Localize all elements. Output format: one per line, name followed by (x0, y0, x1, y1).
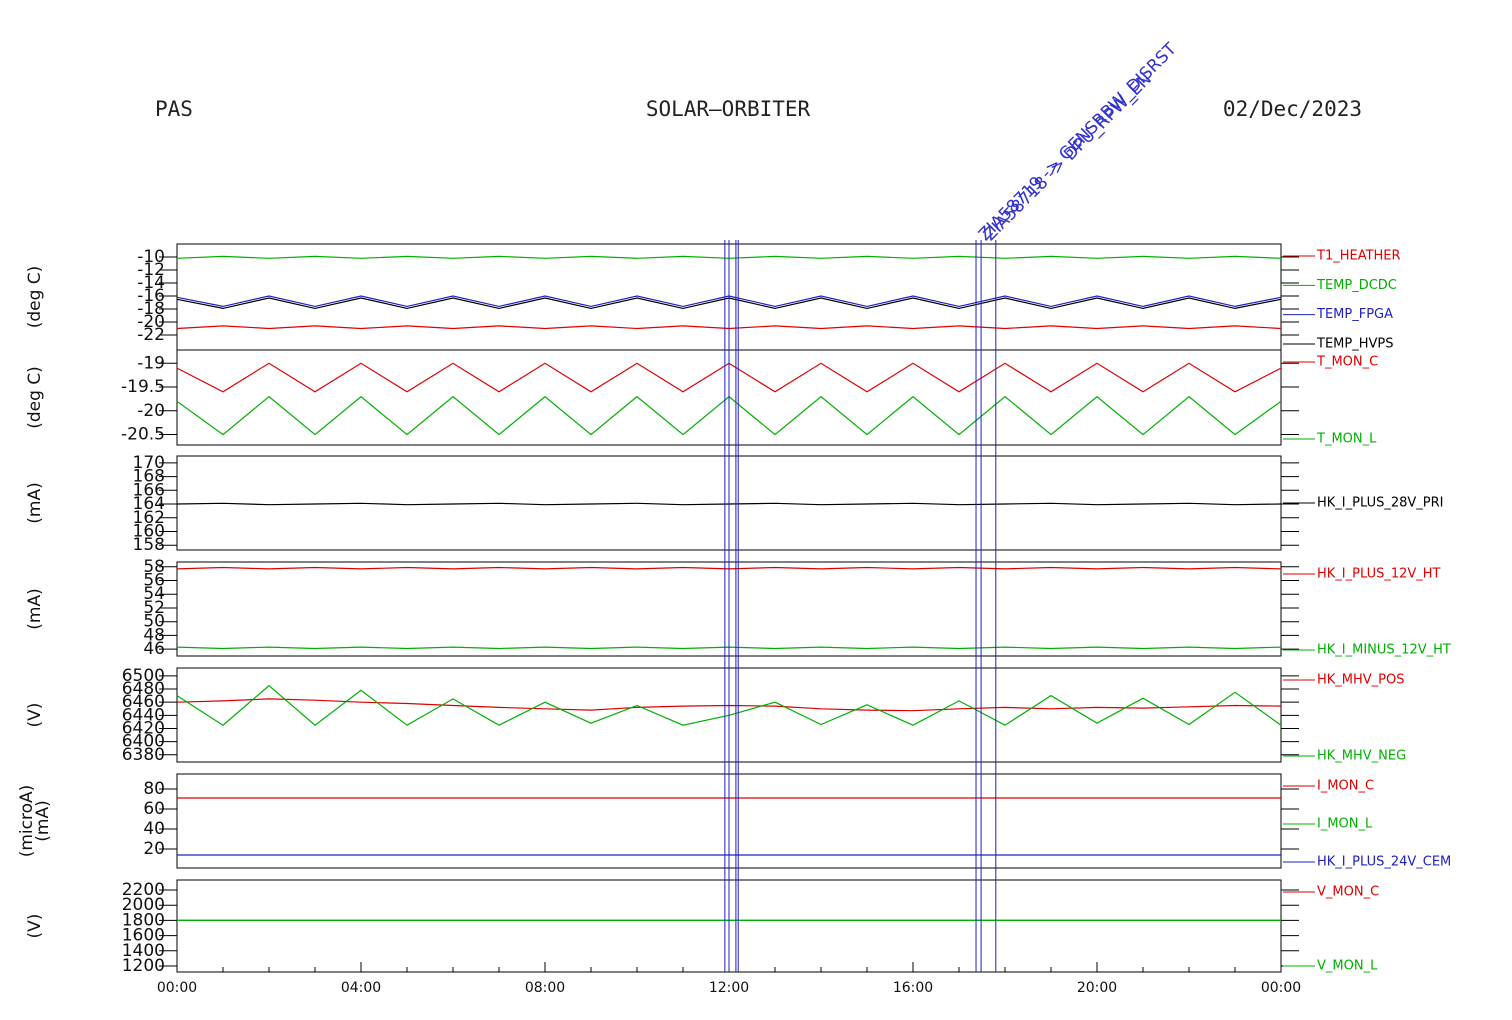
legend-entry: T1_HEATHER (1316, 249, 1401, 264)
y-tick-label: -19.5 (121, 377, 165, 397)
legend-entry: HK_I_PLUS_28V_PRI (1317, 496, 1443, 511)
y-tick-label: 6420 (122, 718, 165, 738)
y-tick-label: 6480 (122, 679, 165, 699)
y-tick-label: -14 (137, 273, 165, 293)
legend-entry: T_MON_L (1316, 432, 1377, 447)
legend-entry: V_MON_L (1317, 959, 1378, 974)
y-axis-label: (V) (25, 703, 45, 728)
y-tick-label: -18 (137, 299, 165, 319)
y-tick-label: -20.5 (121, 425, 165, 445)
y-axis-label: (mA) (25, 588, 45, 629)
y-tick-label: 40 (143, 819, 165, 839)
y-tick-label: -22 (137, 325, 165, 345)
legend-entry: HK_MHV_NEG (1317, 749, 1406, 764)
y-tick-label: 54 (143, 584, 165, 604)
y-tick-label: 168 (133, 467, 165, 487)
y-tick-label: 2000 (122, 895, 165, 915)
x-tick-label: 16:00 (893, 980, 933, 996)
x-tick-label: 20:00 (1077, 980, 1117, 996)
y-tick-label: 6380 (122, 745, 165, 765)
legend-entry: V_MON_C (1317, 885, 1379, 900)
x-tick-label: 00:00 (1261, 980, 1301, 996)
y-tick-label: 158 (133, 535, 165, 555)
y-axis-label: (mA) (25, 482, 45, 523)
y-tick-label: 50 (143, 612, 165, 632)
y-tick-label: 1600 (122, 926, 165, 946)
y-tick-label: -16 (137, 286, 165, 306)
y-tick-label: 80 (143, 779, 165, 799)
x-tick-label: 00:00 (157, 980, 197, 996)
legend-entry: TEMP_DCDC (1316, 278, 1397, 293)
y-tick-label: 1800 (122, 910, 165, 930)
x-tick-label: 08:00 (525, 980, 565, 996)
x-tick-label: 12:00 (709, 980, 749, 996)
y-tick-label: 6440 (122, 705, 165, 725)
y-tick-label: 164 (133, 494, 165, 514)
x-tick-label: 04:00 (341, 980, 381, 996)
legend-entry: TEMP_HVPS (1316, 337, 1393, 352)
legend-entry: HK_MHV_POS (1317, 673, 1405, 688)
legend-entry: HK_I_PLUS_24V_CEM (1317, 855, 1451, 870)
y-tick-label: 6400 (122, 732, 165, 752)
y-tick-label: -12 (137, 260, 165, 280)
y-tick-label: 1400 (122, 941, 165, 961)
y-tick-label: 46 (143, 639, 165, 659)
y-tick-label: 60 (143, 799, 165, 819)
legend-entry: HK_I_MINUS_12V_HT (1317, 643, 1451, 658)
y-tick-label: 6500 (122, 666, 165, 686)
y-tick-label: -20 (137, 401, 165, 421)
legend-entry: T_MON_C (1316, 355, 1378, 370)
y-tick-label: -20 (137, 312, 165, 332)
y-tick-label: 2200 (122, 880, 165, 900)
legend-entry: I_MON_L (1317, 817, 1373, 832)
y-axis-label: (deg C) (25, 366, 45, 429)
y-axis-label: (V) (25, 914, 45, 939)
y-tick-label: 162 (133, 508, 165, 528)
mission: SOLAR—ORBITER (646, 97, 811, 121)
y-tick-label: 170 (133, 453, 165, 473)
y-tick-label: 160 (133, 521, 165, 541)
event-label: ZIA58718 -> DPU_RPW_EN (980, 69, 1156, 245)
legend-entry: TEMP_FPGA (1316, 307, 1393, 322)
y-tick-label: 1200 (122, 956, 165, 976)
date: 02/Dec/2023 (1223, 97, 1362, 121)
y-tick-label: 48 (143, 625, 165, 645)
y-axis-label: (deg C) (25, 266, 45, 329)
instrument: PAS (155, 97, 193, 121)
y-tick-label: 56 (143, 571, 165, 591)
y-tick-label: 6460 (122, 692, 165, 712)
y-tick-label: 166 (133, 480, 165, 500)
y-tick-label: -19 (137, 353, 165, 373)
legend-entry: HK_I_PLUS_12V_HT (1317, 567, 1441, 582)
y-tick-label: 20 (143, 839, 165, 859)
y-tick-label: 58 (143, 557, 165, 577)
y-tick-label: -10 (137, 247, 165, 267)
legend-entry: I_MON_C (1317, 779, 1374, 794)
y-axis-label: (microA)(mA) (17, 785, 53, 858)
y-tick-label: 52 (143, 598, 165, 618)
